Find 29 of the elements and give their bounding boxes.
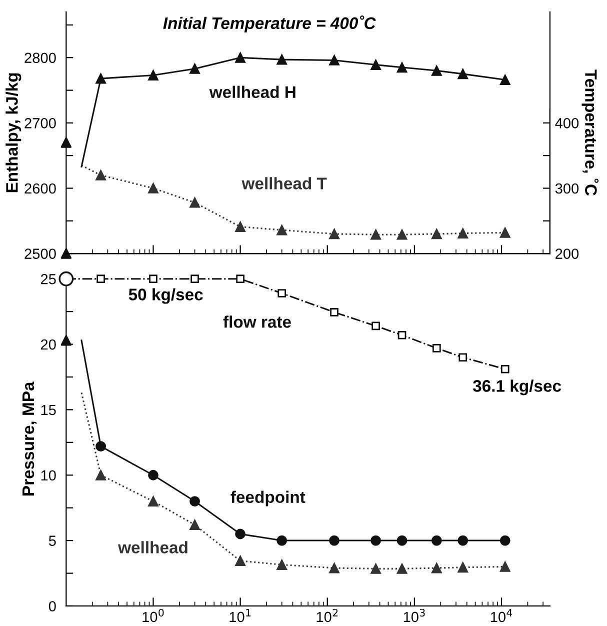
series-label: wellhead T [242, 177, 327, 190]
y-tick-label: 0 [48, 601, 56, 612]
x-tick-label: 10$^{4}$ [490, 608, 512, 622]
series-label: wellhead [118, 541, 188, 554]
y2-tick-label: 200 [556, 248, 579, 259]
y-tick-label: 15 [41, 404, 56, 416]
y-tick-label: 2500 [24, 248, 56, 259]
x-tick-label: 10$^{2}$ [316, 608, 338, 622]
y-tick-label: 10 [41, 470, 56, 481]
x-tick-label: 10$^{3}$ [404, 608, 425, 622]
y-tick-label: 25 [40, 274, 56, 284]
series-label: feedpoint [230, 490, 306, 506]
x-tick-label: 10$^{0}$ [142, 608, 164, 622]
y2-axis-title: Temperature, ˚C [582, 70, 599, 196]
series-label: flow rate [223, 316, 291, 328]
y-tick-label: 20 [40, 339, 56, 350]
y2-tick-label: 400 [555, 118, 579, 128]
y2-tick-label: 300 [555, 183, 579, 194]
y-tick-label: 5 [48, 536, 56, 546]
annotation: 36.1 kg/sec [472, 380, 562, 396]
y-axis-title: Pressure, MPa [22, 382, 37, 496]
chart-title: Initial Temperature = 400˚C [163, 16, 376, 32]
series-label: wellhead H [209, 86, 296, 98]
y-tick-label: 2800 [24, 52, 56, 64]
y-tick-label: 2600 [24, 183, 56, 194]
y-axis-title: Enthalpy, kJ/kg [6, 73, 22, 192]
x-tick-label: 10$^{1}$ [230, 608, 251, 622]
y-tick-label: 2700 [24, 118, 56, 128]
annotation: 50 kg/sec [128, 288, 203, 304]
